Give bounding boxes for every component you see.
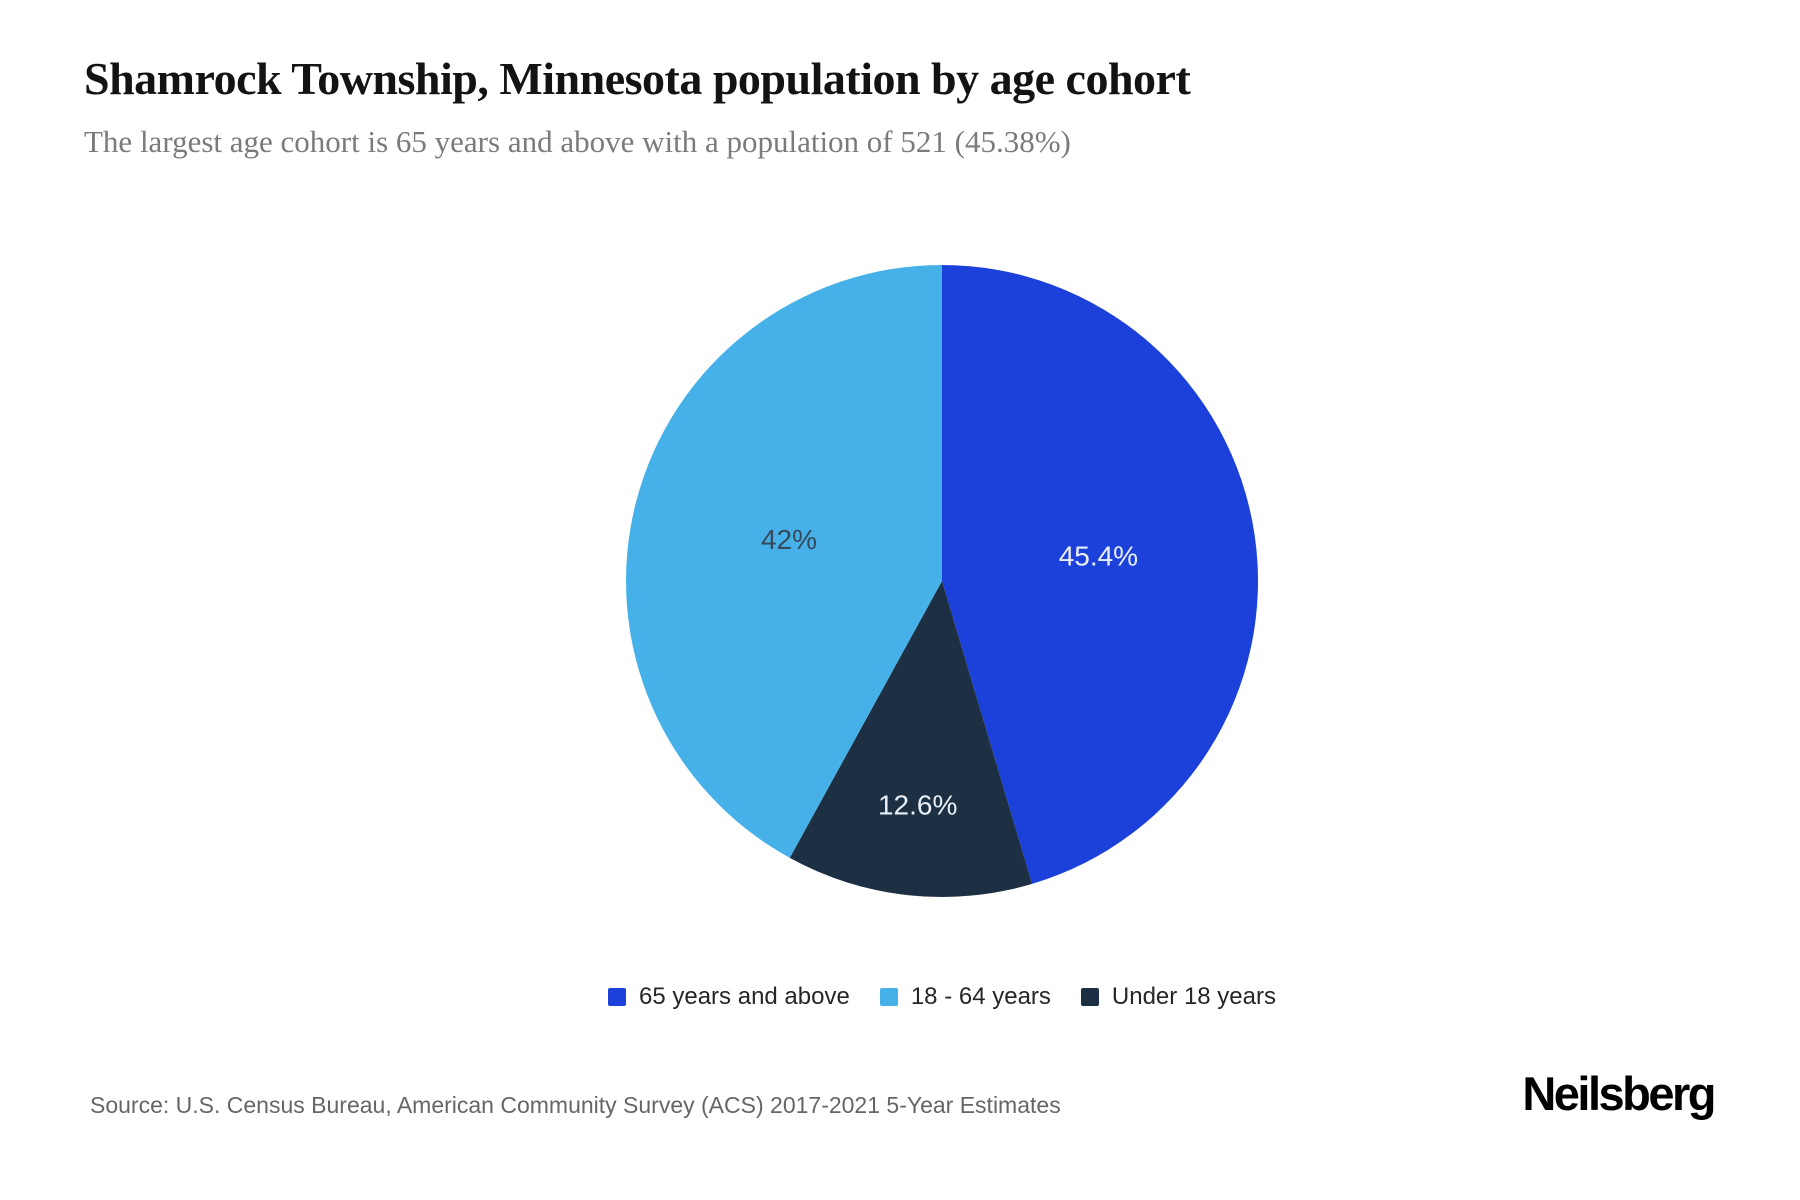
pie-slice-under-18-years[interactable] — [789, 581, 1033, 897]
legend-item-18-64-years[interactable]: 18 - 64 years — [879, 983, 1051, 1011]
legend-label-18-64-years: 18 - 64 years — [910, 983, 1051, 1010]
chart-legend: 65 years and above 18 - 64 years Under 18 … — [608, 983, 1276, 1011]
chart-subtitle: The largest age cohort is 65 years and a… — [84, 124, 1071, 159]
pie-slice-18-64-years[interactable] — [626, 265, 942, 858]
legend-item-under-18-years[interactable]: Under 18 years — [1080, 983, 1276, 1011]
legend-swatch-18-64-years — [879, 988, 898, 1006]
source-attribution: Source: U.S. Census Bureau, American Com… — [90, 1092, 1061, 1118]
legend-label-under-18-years: Under 18 years — [1111, 983, 1276, 1010]
neilsberg-logo: Neilsberg — [1522, 1067, 1716, 1120]
legend-label-65-years-and-above: 65 years and above — [639, 983, 850, 1010]
chart-title: Shamrock Township, Minnesota population … — [84, 53, 1191, 104]
legend-swatch-under-18-years — [1080, 988, 1099, 1006]
legend-swatch-65-years-and-above — [608, 988, 626, 1006]
pie-slice-65-years-and-above[interactable] — [942, 265, 1258, 884]
legend-item-65-years-and-above[interactable]: 65 years and above — [608, 983, 850, 1011]
